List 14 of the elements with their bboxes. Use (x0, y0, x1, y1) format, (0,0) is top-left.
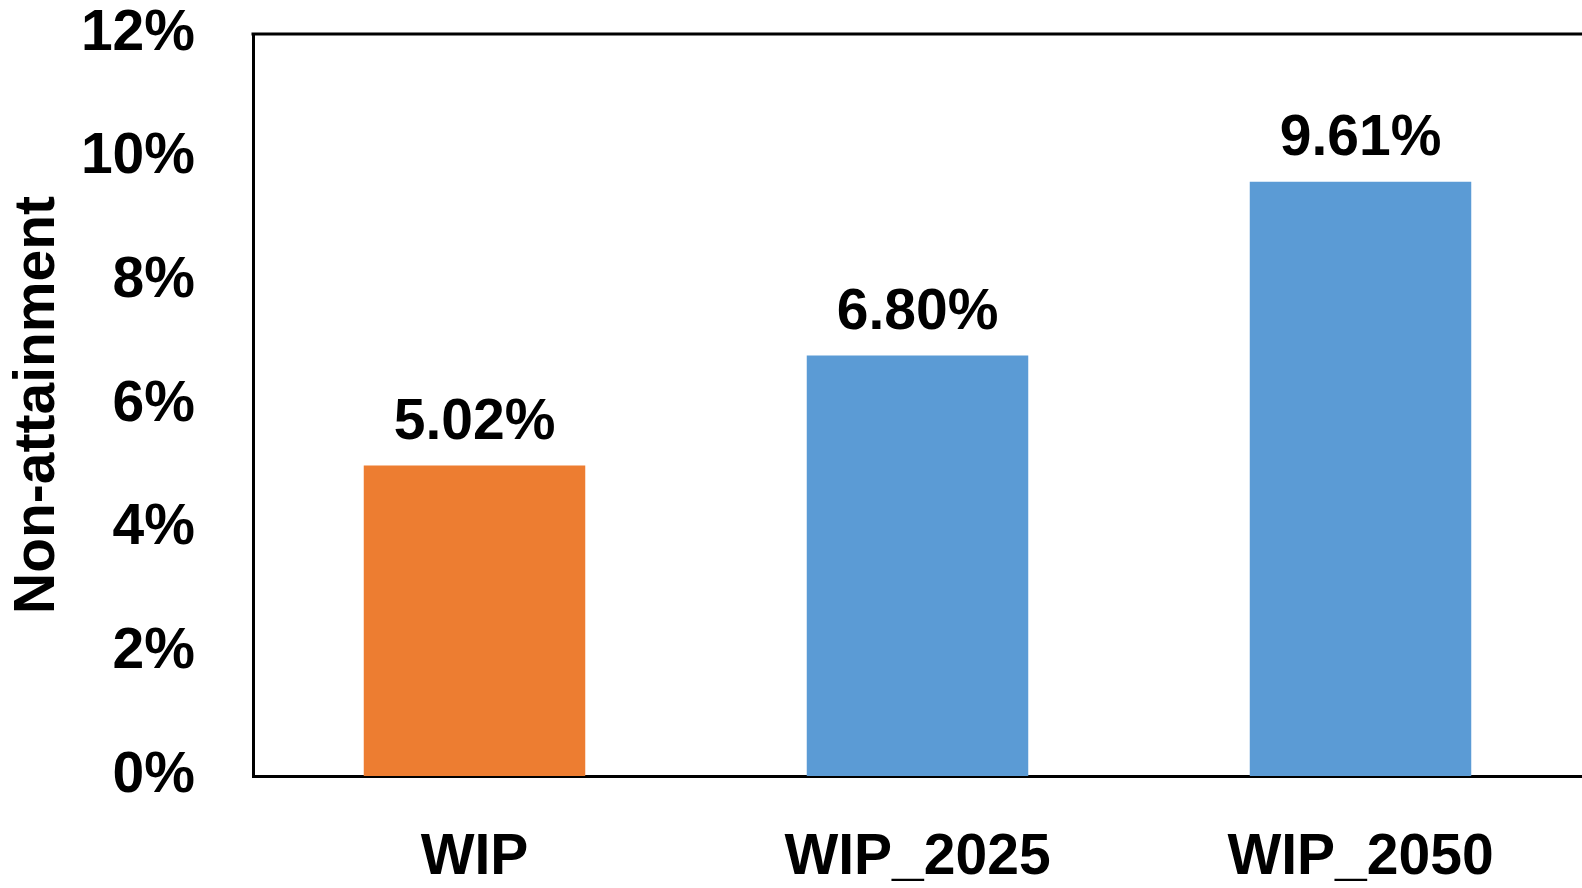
y-tick-label: 6% (112, 368, 195, 433)
x-tick-label: WIP_2050 (1227, 821, 1494, 886)
data-label: 5.02% (393, 386, 556, 451)
y-axis-title: Non-attainment (1, 195, 66, 614)
data-label: 6.80% (836, 276, 999, 341)
x-tick-label: WIP_2025 (784, 821, 1051, 886)
data-label: 9.61% (1279, 102, 1442, 167)
y-tick-label: 2% (112, 616, 195, 681)
y-tick-label: 12% (80, 0, 195, 62)
x-tick-label: WIP (420, 821, 529, 886)
y-tick-label: 4% (112, 492, 195, 557)
y-tick-label: 0% (112, 739, 195, 804)
y-tick-label: 10% (80, 121, 195, 186)
y-tick-label: 8% (112, 245, 195, 310)
